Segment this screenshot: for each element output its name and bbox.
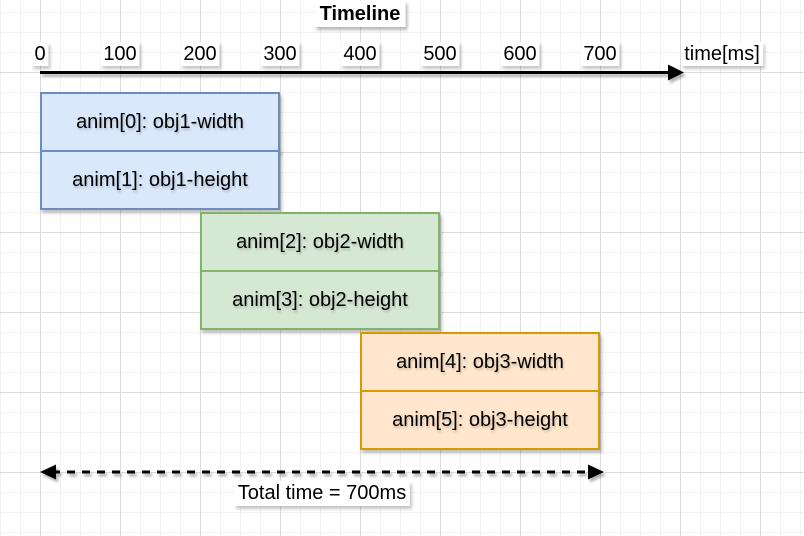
anim1-bar: anim[1]: obj1-height — [40, 150, 280, 210]
anim5-bar: anim[5]: obj3-height — [360, 390, 600, 450]
total-right-arrowhead-icon — [588, 464, 604, 480]
anim1-label: anim[1]: obj1-height — [72, 168, 248, 191]
obj2-animation-group: anim[2]: obj2-width anim[3]: obj2-height — [200, 212, 440, 330]
obj3-animation-group: anim[4]: obj3-width anim[5]: obj3-height — [360, 332, 600, 450]
anim2-label: anim[2]: obj2-width — [236, 230, 404, 253]
axis-tick-700: 700 — [580, 42, 620, 66]
axis-unit-label: time[ms] — [681, 42, 763, 66]
obj1-animation-group: anim[0]: obj1-width anim[1]: obj1-height — [40, 92, 280, 210]
axis-tick-400: 400 — [340, 42, 380, 66]
anim0-bar: anim[0]: obj1-width — [40, 92, 280, 152]
anim3-label: anim[3]: obj2-height — [232, 288, 408, 311]
anim0-label: anim[0]: obj1-width — [76, 110, 244, 133]
axis-arrowhead-icon — [668, 64, 684, 81]
axis-tick-300: 300 — [260, 42, 300, 66]
axis-tick-600: 600 — [500, 42, 540, 66]
anim4-bar: anim[4]: obj3-width — [360, 332, 600, 392]
axis-tick-200: 200 — [180, 42, 220, 66]
total-time-label: Total time = 700ms — [233, 481, 411, 506]
axis-tick-0: 0 — [31, 42, 49, 66]
total-left-arrowhead-icon — [40, 464, 56, 480]
anim5-label: anim[5]: obj3-height — [392, 408, 568, 431]
axis-tick-500: 500 — [420, 42, 460, 66]
diagram-title: Timeline — [314, 1, 406, 27]
axis-tick-100: 100 — [100, 42, 140, 66]
anim4-label: anim[4]: obj3-width — [396, 350, 564, 373]
anim3-bar: anim[3]: obj2-height — [200, 270, 440, 330]
anim2-bar: anim[2]: obj2-width — [200, 212, 440, 272]
